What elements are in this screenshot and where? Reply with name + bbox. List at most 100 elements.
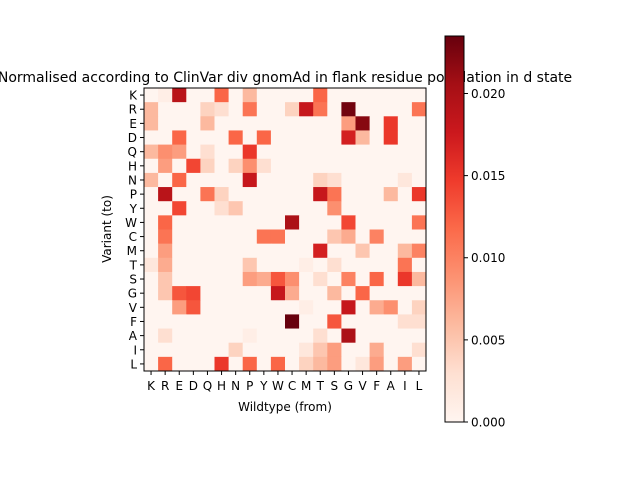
heatmap-cell (270, 243, 286, 259)
heatmap-cell (327, 201, 342, 216)
heatmap-cell (214, 215, 229, 230)
heatmap-cell (144, 342, 159, 358)
heatmap-cell (270, 229, 286, 245)
heatmap-cell (383, 187, 399, 202)
y-tick-label: Y (129, 202, 138, 216)
y-tick-label: W (125, 216, 137, 230)
heatmap-cell (186, 271, 201, 287)
heatmap-cell (214, 314, 229, 329)
heatmap-cell (144, 229, 159, 245)
heatmap-cell (383, 201, 399, 216)
y-tick-label: C (129, 230, 137, 244)
heatmap-cell (327, 215, 342, 230)
heatmap-cell (285, 229, 300, 245)
heatmap-cell (256, 356, 272, 372)
heatmap-cell (341, 215, 356, 230)
heatmap-cell (228, 257, 244, 273)
heatmap-cell (158, 102, 173, 117)
heatmap-cell (242, 229, 258, 245)
heatmap-cell (383, 243, 399, 259)
heatmap-cell (355, 328, 370, 344)
heatmap-cell (200, 88, 215, 103)
heatmap-cell (144, 243, 159, 259)
heatmap-cell (411, 187, 427, 202)
heatmap-cell (355, 243, 370, 259)
heatmap-cell (355, 187, 370, 202)
heatmap-cell (144, 172, 159, 188)
heatmap-grid (144, 88, 427, 372)
y-tick-label: F (130, 315, 137, 329)
heatmap-cell (299, 102, 314, 117)
heatmap-cell (158, 88, 173, 103)
heatmap-cell (158, 342, 173, 358)
heatmap-cell (341, 286, 356, 301)
heatmap-cell (172, 158, 187, 174)
heatmap-cell (256, 215, 272, 230)
y-tick-label: R (129, 103, 137, 117)
heatmap-cell (256, 257, 272, 273)
heatmap-cell (341, 144, 356, 160)
x-tick-label: L (416, 379, 423, 393)
heatmap-cell (144, 314, 159, 329)
heatmap-cell (285, 314, 300, 329)
heatmap-cell (256, 229, 272, 245)
heatmap-cell (228, 328, 244, 344)
x-tick-label: R (161, 379, 169, 393)
heatmap-cell (327, 314, 342, 329)
heatmap-cell (299, 201, 314, 216)
heatmap-cell (228, 356, 244, 372)
heatmap-cell (270, 356, 286, 372)
heatmap-cell (313, 243, 328, 259)
y-tick-label: Q (128, 145, 137, 159)
heatmap-cell (411, 300, 427, 315)
heatmap-cell (270, 144, 286, 160)
heatmap-cell (214, 257, 229, 273)
heatmap-cell (172, 271, 187, 287)
heatmap-cell (411, 201, 427, 216)
heatmap-cell (242, 314, 258, 329)
heatmap-cell (299, 187, 314, 202)
heatmap-cell (369, 158, 385, 174)
heatmap-cell (313, 328, 328, 344)
heatmap-cell (383, 356, 399, 372)
heatmap-cell (158, 286, 173, 301)
heatmap-cell (327, 356, 342, 372)
y-axis-label: Variant (to) (100, 195, 114, 263)
x-tick-label: T (316, 379, 325, 393)
heatmap-cell (200, 172, 215, 188)
heatmap-cell (383, 300, 399, 315)
heatmap-cell (369, 314, 385, 329)
heatmap-cell (172, 257, 187, 273)
heatmap-cell (214, 102, 229, 117)
heatmap-cell (158, 172, 173, 188)
heatmap-cell (228, 158, 244, 174)
heatmap-cell (270, 187, 286, 202)
heatmap-cell (200, 257, 215, 273)
heatmap-cell (341, 130, 356, 145)
heatmap-cell (355, 144, 370, 160)
y-tick-label: K (129, 89, 138, 103)
heatmap-cell (256, 102, 272, 117)
heatmap-cell (299, 158, 314, 174)
heatmap-cell (299, 144, 314, 160)
heatmap-cell (242, 88, 258, 103)
heatmap-cell (327, 229, 342, 245)
heatmap-cell (383, 229, 399, 245)
heatmap-cell (285, 257, 300, 273)
heatmap-cell (200, 314, 215, 329)
heatmap-cell (158, 201, 173, 216)
heatmap-cell (341, 300, 356, 315)
heatmap-cell (327, 130, 342, 145)
x-tick-label: I (403, 379, 407, 393)
heatmap-cell (172, 102, 187, 117)
heatmap-cell (158, 271, 173, 287)
heatmap-cell (313, 172, 328, 188)
heatmap-cell (355, 342, 370, 358)
heatmap-cell (158, 158, 173, 174)
heatmap-cell (242, 257, 258, 273)
heatmap-cell (411, 328, 427, 344)
heatmap-cell (397, 102, 413, 117)
heatmap-cell (369, 342, 385, 358)
heatmap-cell (355, 201, 370, 216)
heatmap-cell (341, 314, 356, 329)
